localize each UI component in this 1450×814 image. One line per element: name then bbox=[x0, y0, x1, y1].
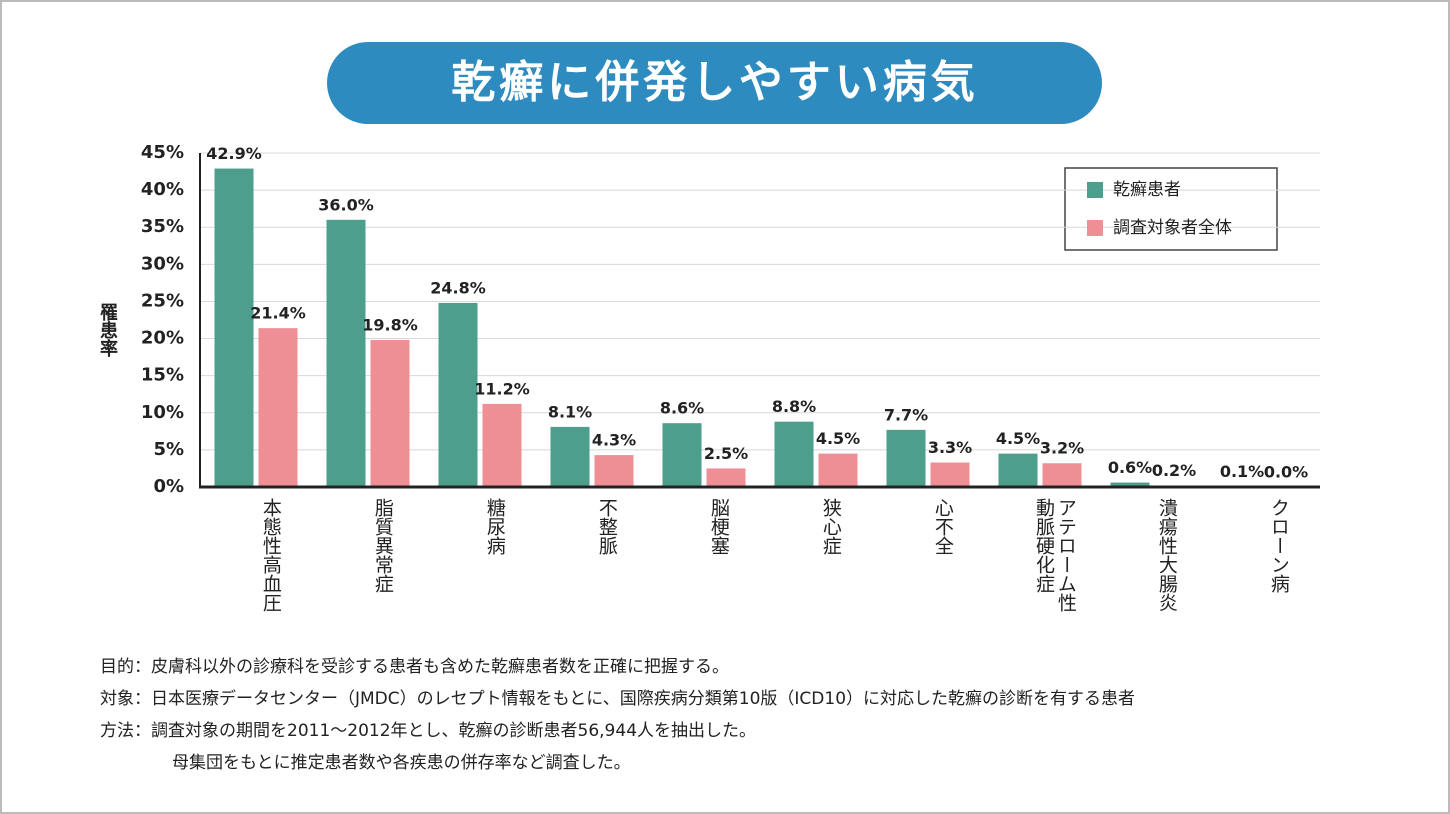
x-tick-label: 脳梗塞 bbox=[707, 498, 730, 555]
value-label: 0.2% bbox=[1152, 461, 1196, 480]
bar bbox=[326, 219, 366, 488]
value-label: 2.5% bbox=[704, 444, 748, 463]
bar bbox=[662, 423, 702, 487]
x-tick-label: 脂質異常症 bbox=[371, 498, 394, 593]
bar bbox=[886, 429, 926, 487]
bar bbox=[774, 421, 814, 487]
title-pill bbox=[327, 42, 1102, 124]
bar bbox=[594, 455, 634, 487]
value-label: 7.7% bbox=[884, 405, 928, 424]
note: 母集団をもとに推定患者数や各疾患の併存率など調査した。 bbox=[172, 753, 631, 773]
value-label: 4.3% bbox=[592, 431, 636, 450]
value-label: 8.8% bbox=[772, 397, 816, 416]
x-tick-label: 心不全 bbox=[931, 498, 954, 555]
x-tick-label: 狭心症 bbox=[819, 498, 842, 555]
value-label: 0.1% bbox=[1220, 462, 1264, 481]
legend-label: 乾癬患者 bbox=[1113, 180, 1181, 200]
bar bbox=[930, 462, 970, 487]
value-label: 3.2% bbox=[1040, 439, 1084, 458]
x-tick-label: 不整脈 bbox=[595, 498, 618, 555]
y-tick-label: 10% bbox=[141, 402, 184, 423]
value-label: 4.5% bbox=[816, 429, 860, 448]
bar bbox=[1042, 463, 1082, 487]
bar bbox=[370, 340, 410, 487]
y-tick-label: 20% bbox=[141, 328, 184, 349]
legend bbox=[1064, 167, 1278, 251]
bar bbox=[482, 403, 522, 487]
bar bbox=[258, 328, 298, 487]
x-tick-label: クローン病 bbox=[1267, 498, 1290, 593]
bar bbox=[438, 302, 478, 487]
value-label: 0.0% bbox=[1264, 463, 1308, 482]
note: 方法：調査対象の期間を2011～2012年とし、乾癬の診断患者56,944人を抽… bbox=[100, 721, 757, 741]
x-tick-label: 潰瘍性大腸炎 bbox=[1155, 498, 1178, 612]
bar bbox=[818, 453, 858, 487]
value-label: 3.3% bbox=[928, 438, 972, 457]
value-label: 8.1% bbox=[548, 402, 592, 421]
y-axis-label: 罹患率 bbox=[97, 303, 118, 358]
value-label: 8.6% bbox=[660, 399, 704, 418]
x-tick-label: アテローム性動脈硬化症 bbox=[1033, 498, 1077, 612]
bar bbox=[1110, 482, 1150, 487]
value-label: 24.8% bbox=[430, 278, 486, 297]
note: 対象：日本医療データセンター（JMDC）のレセプト情報をもとに、国際疾病分類第1… bbox=[100, 689, 1136, 709]
value-label: 42.9% bbox=[206, 144, 262, 163]
y-tick-label: 0% bbox=[153, 476, 184, 497]
value-label: 21.4% bbox=[250, 304, 306, 323]
y-tick-label: 35% bbox=[141, 216, 184, 237]
bar bbox=[706, 468, 746, 487]
y-tick-label: 5% bbox=[153, 439, 184, 460]
note: 目的：皮膚科以外の診療科を受診する患者も含めた乾癬患者数を正確に把握する。 bbox=[100, 657, 729, 677]
bar bbox=[214, 168, 254, 487]
y-tick-label: 45% bbox=[141, 142, 184, 163]
y-tick-label: 25% bbox=[141, 290, 184, 311]
legend-label: 調査対象者全体 bbox=[1113, 218, 1232, 238]
value-label: 19.8% bbox=[362, 316, 418, 335]
y-tick-label: 30% bbox=[141, 253, 184, 274]
value-label: 36.0% bbox=[318, 195, 374, 214]
y-tick-label: 15% bbox=[141, 365, 184, 386]
value-label: 0.6% bbox=[1108, 458, 1152, 477]
bar bbox=[998, 453, 1038, 487]
x-tick-label: 本態性高血圧 bbox=[259, 498, 282, 612]
chart-title: 乾癬に併発しやすい病気 bbox=[451, 57, 979, 108]
y-tick-label: 40% bbox=[141, 179, 184, 200]
x-tick-label: 糖尿病 bbox=[483, 498, 506, 555]
value-label: 11.2% bbox=[474, 379, 530, 398]
value-label: 4.5% bbox=[996, 429, 1040, 448]
legend-swatch bbox=[1087, 220, 1103, 236]
bar bbox=[550, 426, 590, 487]
legend-swatch bbox=[1087, 182, 1103, 198]
